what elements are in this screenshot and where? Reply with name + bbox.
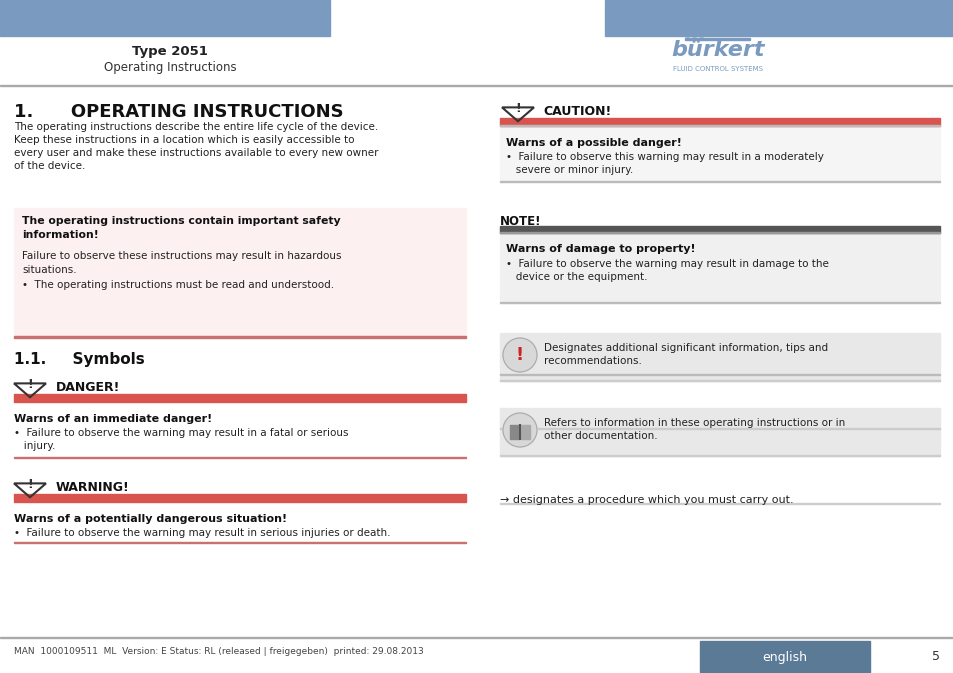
Text: 1.1.     Symbols: 1.1. Symbols — [14, 352, 145, 367]
Bar — [499, 380, 939, 381]
Bar — [510, 425, 518, 439]
Text: The operating instructions describe the entire life cycle of the device.: The operating instructions describe the … — [14, 122, 377, 132]
Bar — [499, 125, 939, 126]
Bar — [499, 181, 939, 182]
Text: device or the equipment.: device or the equipment. — [505, 272, 647, 282]
Bar — [604, 0, 953, 36]
Text: every user and make these instructions available to every new owner: every user and make these instructions a… — [14, 148, 378, 158]
Text: ■ ■ ■: ■ ■ ■ — [684, 32, 703, 38]
Bar — [499, 428, 939, 429]
Text: FLUID CONTROL SYSTEMS: FLUID CONTROL SYSTEMS — [672, 66, 762, 72]
Text: •  The operating instructions must be read and understood.: • The operating instructions must be rea… — [22, 280, 334, 290]
Text: Keep these instructions in a location which is easily accessible to: Keep these instructions in a location wh… — [14, 135, 355, 145]
Text: Warns of a possible danger!: Warns of a possible danger! — [505, 138, 681, 148]
Circle shape — [502, 338, 537, 372]
Bar — [14, 494, 465, 502]
Bar — [499, 503, 939, 504]
Text: Warns of damage to property!: Warns of damage to property! — [505, 244, 695, 254]
Bar — [499, 374, 939, 375]
Text: Type 2051: Type 2051 — [132, 46, 208, 59]
Bar — [14, 208, 465, 338]
Bar — [700, 641, 869, 673]
Text: recommendations.: recommendations. — [543, 356, 641, 366]
Text: Refers to information in these operating instructions or in: Refers to information in these operating… — [543, 418, 844, 428]
Text: 1.      OPERATING INSTRUCTIONS: 1. OPERATING INSTRUCTIONS — [14, 103, 343, 121]
Bar — [14, 394, 465, 402]
Text: Warns of a potentially dangerous situation!: Warns of a potentially dangerous situati… — [14, 514, 287, 524]
Bar — [499, 126, 939, 182]
Bar — [499, 232, 939, 233]
Text: !: ! — [27, 378, 32, 390]
Text: injury.: injury. — [14, 441, 55, 451]
Text: Operating Instructions: Operating Instructions — [104, 61, 236, 75]
Bar — [520, 425, 530, 439]
Text: MAN  1000109511  ML  Version: E Status: RL (released | freigegeben)  printed: 29: MAN 1000109511 ML Version: E Status: RL … — [14, 647, 423, 656]
Bar — [499, 333, 939, 381]
Bar — [499, 455, 939, 456]
Text: NOTE!: NOTE! — [499, 215, 541, 228]
Text: Warns of an immediate danger!: Warns of an immediate danger! — [14, 414, 212, 424]
Text: !: ! — [27, 478, 32, 491]
Bar — [14, 336, 465, 338]
Bar — [0, 637, 953, 638]
Bar — [499, 408, 939, 456]
Text: DANGER!: DANGER! — [56, 381, 120, 394]
Text: !: ! — [516, 346, 523, 364]
Text: •  Failure to observe the warning may result in serious injuries or death.: • Failure to observe the warning may res… — [14, 528, 390, 538]
Bar — [499, 302, 939, 303]
Text: other documentation.: other documentation. — [543, 431, 657, 441]
Text: !: ! — [515, 102, 520, 114]
Text: Designates additional significant information, tips and: Designates additional significant inform… — [543, 343, 827, 353]
Bar — [14, 542, 465, 543]
Text: •  Failure to observe the warning may result in a fatal or serious: • Failure to observe the warning may res… — [14, 428, 348, 438]
Circle shape — [502, 413, 537, 447]
Text: bürkert: bürkert — [671, 40, 764, 60]
Text: → designates a procedure which you must carry out.: → designates a procedure which you must … — [499, 495, 793, 505]
Text: •  Failure to observe this warning may result in a moderately: • Failure to observe this warning may re… — [505, 152, 823, 162]
Bar — [499, 231, 939, 303]
Bar — [684, 38, 749, 40]
Text: of the device.: of the device. — [14, 161, 85, 171]
Text: WARNING!: WARNING! — [56, 481, 130, 494]
Text: Failure to observe these instructions may result in hazardous
situations.: Failure to observe these instructions ma… — [22, 251, 341, 275]
Text: •  Failure to observe the warning may result in damage to the: • Failure to observe the warning may res… — [505, 259, 828, 269]
Bar — [499, 226, 939, 233]
Text: 5: 5 — [931, 651, 939, 664]
Bar — [14, 456, 465, 458]
Bar — [499, 118, 939, 126]
Text: CAUTION!: CAUTION! — [542, 105, 611, 118]
Bar — [0, 0, 330, 36]
Text: english: english — [761, 651, 806, 664]
Bar — [0, 85, 953, 86]
Text: severe or minor injury.: severe or minor injury. — [505, 165, 633, 175]
Text: The operating instructions contain important safety
information!: The operating instructions contain impor… — [22, 216, 340, 240]
